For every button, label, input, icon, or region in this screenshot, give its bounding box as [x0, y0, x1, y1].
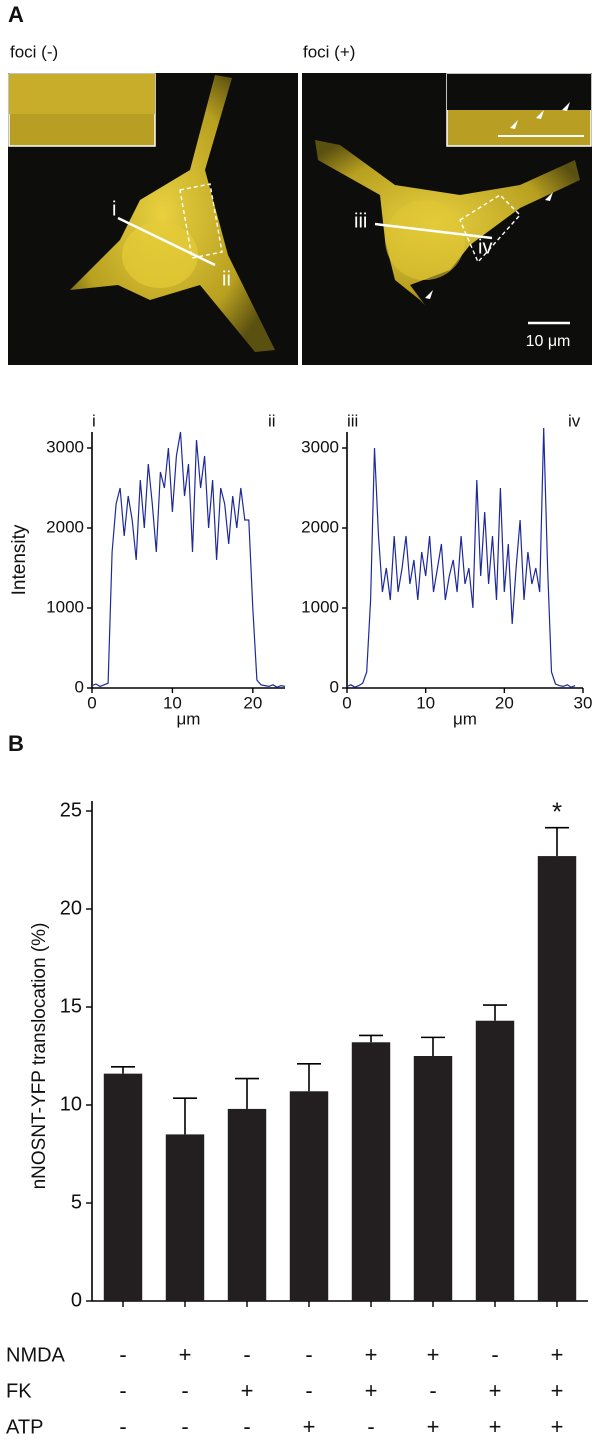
- x-axis-label: μm: [177, 709, 201, 728]
- image-title: foci (-): [10, 42, 58, 61]
- condition-name: NMDA: [6, 1344, 66, 1366]
- profile-label: iv: [478, 236, 492, 258]
- condition-name: ATP: [6, 1416, 43, 1438]
- condition-sign: +: [179, 1342, 192, 1367]
- condition-sign: -: [305, 1378, 312, 1403]
- condition-sign: +: [427, 1414, 440, 1439]
- y-tick-label: 0: [75, 677, 84, 696]
- scale-bar-label: 10 μm: [526, 333, 571, 350]
- y-tick-label: 3000: [301, 437, 339, 456]
- profile-line: [346, 427, 576, 688]
- condition-sign: -: [367, 1414, 374, 1439]
- y-tick-label: 1000: [46, 597, 84, 616]
- x-tick-label: 10: [416, 693, 435, 712]
- condition-sign: -: [119, 1342, 126, 1367]
- y-tick-label: 5: [71, 1191, 82, 1213]
- bar: [413, 1056, 453, 1301]
- y-axis-label: nNOSNT-YFP translocation (%): [29, 923, 50, 1190]
- y-tick-label: 15: [60, 995, 82, 1017]
- profile-corner: iii: [347, 411, 358, 430]
- micrograph: i ii: [8, 73, 298, 365]
- profile-label: i: [112, 198, 116, 220]
- condition-sign: +: [241, 1378, 254, 1403]
- condition-sign: +: [489, 1414, 502, 1439]
- y-tick-label: 3000: [46, 437, 84, 456]
- condition-sign: +: [303, 1414, 316, 1439]
- condition-sign: -: [181, 1414, 188, 1439]
- profile-corner: i: [92, 411, 96, 430]
- profile-corner: ii: [268, 411, 276, 430]
- x-tick-label: 0: [87, 693, 96, 712]
- y-axis-label: Intensity: [9, 524, 30, 595]
- x-axis-label: μm: [453, 709, 477, 728]
- profile-line: [91, 431, 286, 688]
- x-tick-label: 10: [163, 693, 182, 712]
- y-tick-label: 0: [330, 677, 339, 696]
- x-tick-label: 0: [342, 693, 351, 712]
- bar: [103, 1073, 143, 1301]
- condition-sign: -: [429, 1378, 436, 1403]
- panel-label: A: [8, 2, 24, 27]
- condition-name: FK: [6, 1380, 32, 1402]
- condition-sign: -: [119, 1378, 126, 1403]
- profile-label: iii: [354, 210, 367, 232]
- y-tick-label: 25: [60, 799, 82, 821]
- condition-sign: -: [181, 1378, 188, 1403]
- y-tick-label: 1000: [301, 597, 339, 616]
- panel-label: B: [8, 731, 24, 756]
- y-tick-label: 2000: [301, 517, 339, 536]
- condition-sign: -: [243, 1342, 250, 1367]
- bar: [165, 1134, 205, 1301]
- y-tick-label: 20: [60, 897, 82, 919]
- condition-sign: -: [243, 1414, 250, 1439]
- bar: [475, 1020, 515, 1301]
- condition-sign: -: [305, 1342, 312, 1367]
- condition-sign: -: [119, 1414, 126, 1439]
- x-tick-label: 30: [574, 693, 593, 712]
- condition-sign: -: [491, 1342, 498, 1367]
- y-tick-label: 10: [60, 1093, 82, 1115]
- bar: [351, 1042, 391, 1301]
- x-tick-label: 20: [243, 693, 262, 712]
- image-title: foci (+): [303, 42, 355, 61]
- condition-sign: +: [551, 1342, 564, 1367]
- y-tick-label: 2000: [46, 517, 84, 536]
- y-tick-label: 0: [71, 1289, 82, 1311]
- bar: [289, 1091, 329, 1301]
- condition-sign: +: [551, 1378, 564, 1403]
- condition-sign: +: [427, 1342, 440, 1367]
- condition-sign: +: [489, 1378, 502, 1403]
- profile-label: ii: [222, 268, 231, 290]
- bar: [227, 1108, 267, 1301]
- condition-sign: +: [365, 1342, 378, 1367]
- profile-corner: iv: [568, 411, 581, 430]
- condition-sign: +: [551, 1414, 564, 1439]
- significance: *: [552, 797, 562, 827]
- bar: [537, 856, 577, 1301]
- x-tick-label: 20: [495, 693, 514, 712]
- condition-sign: +: [365, 1378, 378, 1403]
- micrograph: iii iv 10 μm: [302, 73, 592, 365]
